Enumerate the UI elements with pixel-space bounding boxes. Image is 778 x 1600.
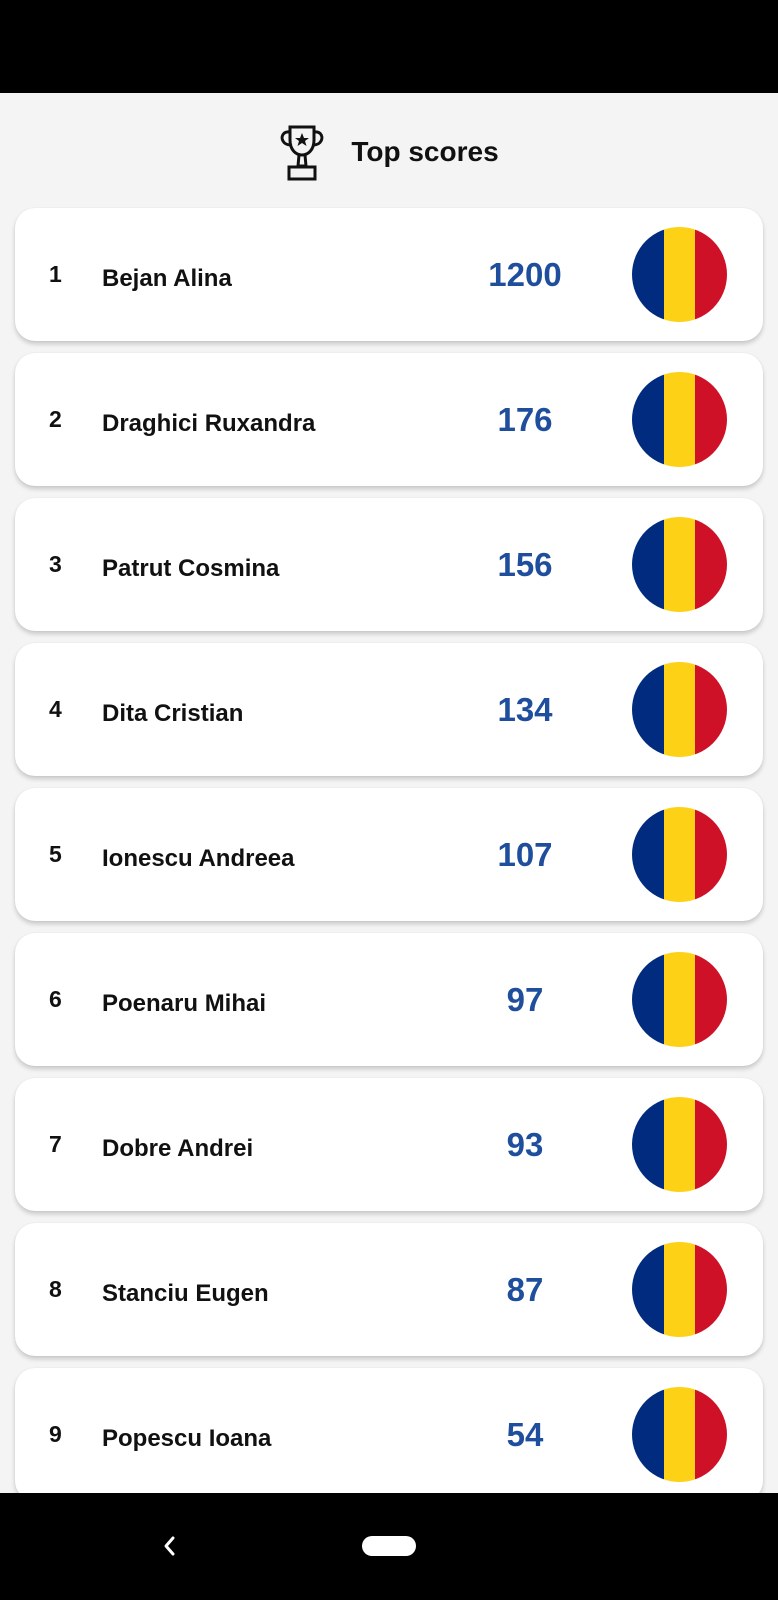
back-chevron-icon (164, 1536, 175, 1556)
score-row[interactable]: 6 Poenaru Mihai 97 (15, 933, 763, 1066)
flag-stripe (695, 952, 727, 1047)
header: Top scores (0, 93, 778, 208)
player-score: 97 (506, 981, 544, 1018)
flag-stripe (663, 662, 696, 757)
flag-stripe (695, 807, 727, 902)
flag-stripe (632, 517, 664, 612)
flag-stripe (663, 517, 696, 612)
player-score: 134 (497, 691, 553, 728)
player-score: 1200 (488, 256, 562, 293)
flag-stripe (663, 952, 696, 1047)
flag-stripe (663, 1097, 696, 1192)
rank-number: 9 (49, 1421, 62, 1447)
status-bar (0, 0, 778, 93)
score-row[interactable]: 8 Stanciu Eugen 87 (15, 1223, 763, 1356)
player-name: Popescu Ioana (102, 1425, 272, 1452)
home-button[interactable] (362, 1536, 416, 1556)
romania-flag-icon (632, 227, 727, 322)
player-name: Dita Cristian (102, 700, 244, 727)
rank-number: 3 (49, 551, 62, 577)
flag-stripe (663, 372, 696, 467)
romania-flag-icon (632, 952, 727, 1047)
rank-number: 4 (49, 696, 62, 722)
romania-flag-icon (632, 372, 727, 467)
player-score: 87 (506, 1271, 544, 1308)
rank-number: 1 (49, 261, 62, 287)
rank-number: 7 (49, 1131, 62, 1157)
trophy-icon (280, 125, 324, 180)
flag-stripe (663, 1242, 696, 1337)
score-row[interactable]: 5 Ionescu Andreea 107 (15, 788, 763, 921)
score-row[interactable]: 7 Dobre Andrei 93 (15, 1078, 763, 1211)
flag-stripe (695, 517, 727, 612)
score-row[interactable]: 3 Patrut Cosmina 156 (15, 498, 763, 631)
flag-stripe (695, 1242, 727, 1337)
player-name: Stanciu Eugen (102, 1280, 269, 1307)
player-score: 93 (506, 1126, 544, 1163)
flag-stripe (663, 807, 696, 902)
rank-number: 5 (49, 841, 62, 867)
app-screen: Top scores 1 Bejan Alina 1200 2 Draghici Rux… (0, 93, 778, 1493)
romania-flag-icon (632, 517, 727, 612)
player-name: Poenaru Mihai (102, 990, 267, 1017)
flag-stripe (663, 1387, 696, 1482)
score-row[interactable]: 9 Popescu Ioana 54 (15, 1368, 763, 1493)
score-row[interactable]: 4 Dita Cristian 134 (15, 643, 763, 776)
flag-stripe (632, 662, 664, 757)
flag-stripe (632, 807, 664, 902)
player-name: Patrut Cosmina (102, 555, 280, 582)
flag-stripe (632, 372, 664, 467)
player-name: Dobre Andrei (102, 1135, 254, 1162)
player-score: 54 (506, 1416, 544, 1453)
player-name: Draghici Ruxandra (102, 410, 316, 437)
rank-number: 8 (49, 1276, 62, 1302)
player-score: 107 (497, 836, 553, 873)
romania-flag-icon (632, 1242, 727, 1337)
rank-number: 6 (49, 986, 62, 1012)
navigation-bar (0, 1493, 778, 1600)
flag-stripe (695, 372, 727, 467)
romania-flag-icon (632, 807, 727, 902)
player-name: Ionescu Andreea (102, 845, 295, 872)
flag-stripe (695, 1097, 727, 1192)
flag-stripe (663, 227, 696, 322)
player-name: Bejan Alina (102, 265, 232, 292)
flag-stripe (695, 662, 727, 757)
page-title: Top scores (351, 136, 499, 167)
romania-flag-icon (632, 662, 727, 757)
flag-stripe (632, 227, 664, 322)
flag-stripe (632, 952, 664, 1047)
back-button[interactable] (155, 1531, 185, 1561)
flag-stripe (632, 1387, 664, 1482)
flag-stripe (695, 1387, 727, 1482)
romania-flag-icon (632, 1097, 727, 1192)
player-score: 156 (497, 546, 553, 583)
flag-stripe (632, 1097, 664, 1192)
romania-flag-icon (632, 1387, 727, 1482)
score-row[interactable]: 1 Bejan Alina 1200 (15, 208, 763, 341)
score-row[interactable]: 2 Draghici Ruxandra 176 (15, 353, 763, 486)
flag-stripe (695, 227, 727, 322)
flag-stripe (632, 1242, 664, 1337)
rank-number: 2 (49, 406, 62, 432)
player-score: 176 (497, 401, 553, 438)
